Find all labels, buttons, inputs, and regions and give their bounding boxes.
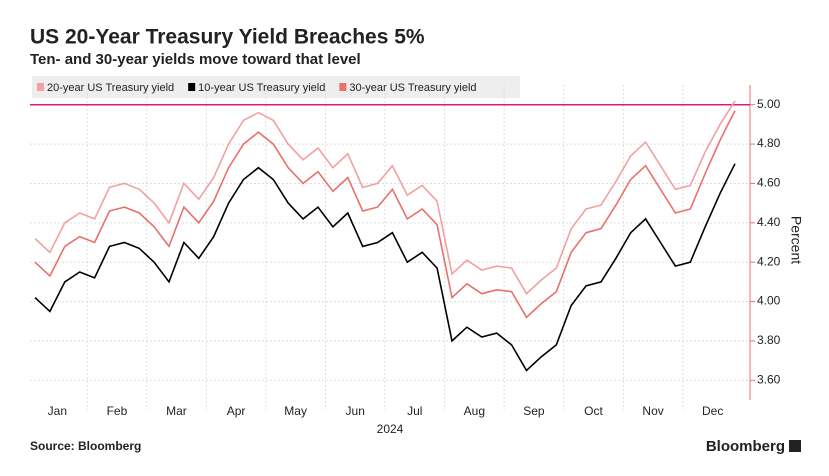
x-tick-label: Jan [48,404,67,418]
x-tick-label: Sep [523,404,545,418]
y-tick-label: 5.00 [757,97,781,111]
legend-label: 10-year US Treasury yield [198,82,325,94]
y-tick-label: 4.60 [757,176,781,190]
x-axis-label: 2024 [377,422,404,436]
x-tick-label: Feb [107,404,128,418]
x-tick-label: Jun [346,404,365,418]
source: Source: Bloomberg [30,439,141,453]
series-line [34,100,736,295]
legend-label: 20-year US Treasury yield [47,82,174,94]
y-tick-label: 4.40 [757,215,781,229]
x-tick-label: Apr [227,404,246,418]
series-line [34,163,736,372]
y-tick-label: 3.60 [757,372,781,386]
x-tick-label: Mar [166,404,187,418]
legend-swatch [188,83,196,91]
x-tick-label: Jul [407,404,422,418]
series-line [34,110,736,319]
x-tick-label: May [284,404,307,418]
chart-title: US 20-Year Treasury Yield Breaches 5% [30,26,425,49]
x-tick-label: Aug [464,404,485,418]
chart-subtitle: Ten- and 30-year yields move toward that… [30,51,361,68]
legend-swatch [339,83,347,91]
legend-background [32,76,520,98]
brand-icon [789,440,801,452]
y-tick-label: 4.20 [757,254,781,268]
y-tick-label: 4.00 [757,294,781,308]
legend-swatch [37,83,44,91]
y-axis-label: Percent [788,216,804,264]
x-tick-label: Oct [584,404,603,418]
x-tick-label: Nov [642,404,663,418]
x-tick-label: Dec [702,404,723,418]
y-tick-label: 4.80 [757,136,781,150]
y-tick-label: 3.80 [757,333,781,347]
legend-label: 30-year US Treasury yield [349,82,476,94]
brand: Bloomberg [706,438,785,455]
